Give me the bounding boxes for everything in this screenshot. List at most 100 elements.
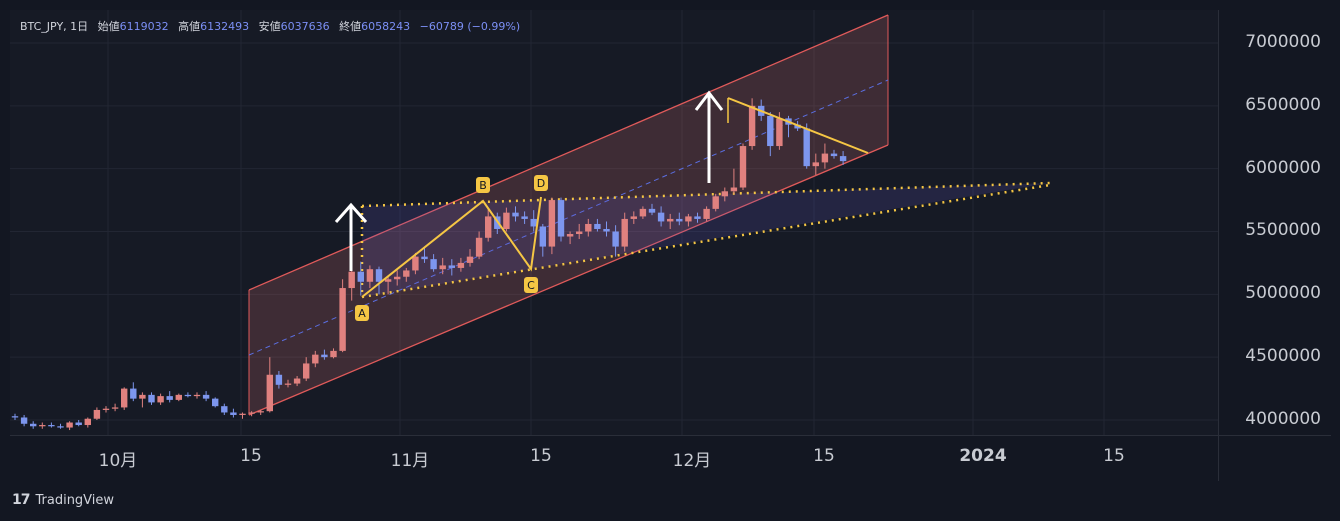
legend-symbol[interactable]: BTC_JPY, 1日 [20,20,89,33]
candle-body [284,383,292,385]
candle-body [11,416,19,418]
tradingview-brand: TradingView [35,492,115,508]
time-tick: 15 [1103,446,1125,466]
candle-body [667,218,674,222]
candle-body [721,191,728,197]
price-axis[interactable]: 7000000 6500000 6000000 5500000 5000000 … [1218,10,1331,435]
candle-body [839,156,847,162]
legend-open: 6119032 [119,20,169,33]
pattern-point-b-badge [476,177,490,193]
tradingview-attribution[interactable]: 17 TradingView [12,492,114,508]
candle-body [375,269,383,282]
candle-body [403,270,410,277]
legend-low-label: 安値 [258,20,281,33]
price-tick: 5000000 [1245,283,1321,303]
time-tick: 11月 [390,451,430,471]
legend-low: 6037636 [280,20,330,33]
time-tick-year: 2024 [959,446,1007,466]
price-chart[interactable]: A B C D [10,10,1218,435]
price-tick: 7000000 [1245,32,1321,52]
candle-body [357,271,364,282]
candle-body [39,425,46,427]
candle-body [102,408,110,410]
candle-body [221,406,228,413]
candle-body [748,105,756,147]
candle-body [66,422,73,428]
candle-body [503,212,510,229]
candle-body [512,212,519,217]
candle-body [202,394,210,399]
small-triangle-upper [727,97,869,154]
candle-body [685,216,692,222]
candle-body [139,394,146,399]
abcd-pattern-line [361,196,542,298]
candle-body [776,118,783,147]
legend-close-label: 終値 [339,20,362,33]
channel-lower-line [248,144,889,416]
time-tick: 12月 [672,451,712,471]
candle-body [148,394,155,403]
candle-body [111,407,119,409]
pattern-point-a-label: A [358,307,366,320]
candle-body [457,262,465,268]
arrow-up-icon [334,202,368,223]
candle-body [548,200,556,247]
candle-body [48,425,55,427]
candle-body [448,265,455,268]
candle-body [830,153,838,157]
candle-body [630,216,637,219]
pattern-point-d-label: D [537,177,545,190]
pattern-point-b-label: B [479,179,487,192]
candle-body [230,412,237,415]
channel-upper-line [248,14,889,291]
candle-body [648,208,656,213]
candle-body [293,378,301,384]
time-tick: 10月 [98,451,138,471]
price-tick: 6000000 [1245,158,1321,178]
candle-body [712,196,719,209]
candle-body [93,409,101,419]
candle-body [594,223,601,229]
pattern-point-c-badge [524,277,538,293]
candle-body [121,388,128,408]
candle-body [639,208,647,217]
candle-body [566,234,574,237]
candle-body [20,417,28,424]
candle-body [366,269,374,282]
candle-body [248,412,255,414]
candle-body [348,271,355,289]
candle-body [84,418,91,426]
candle-body [612,231,619,247]
time-axis[interactable]: 10月 15 11月 15 12月 15 2024 15 [10,435,1218,481]
candle-body [321,354,328,358]
candle-body [812,162,819,167]
tradingview-logo-icon: 17 [12,492,31,508]
pattern-point-a-badge [355,305,369,321]
candle-body [175,394,182,400]
candle-body [803,128,810,167]
price-tick: 5500000 [1245,220,1321,240]
candle-body [30,423,37,427]
candle-body [703,208,710,219]
axis-corner [1218,435,1331,481]
legend-high: 6132493 [200,20,250,33]
time-tick: 15 [813,446,835,466]
candle-body [239,413,246,415]
candle-body [466,256,474,263]
candle-body [421,256,428,260]
candle-body [330,350,337,358]
chart-area[interactable]: A B C D [10,10,1218,435]
candle-body [303,363,310,379]
candle-body [439,265,446,270]
candle-body [694,216,701,219]
candle-body [485,216,492,238]
candle-body [193,394,201,397]
legend-open-label: 始値 [97,20,120,33]
candle-body [275,374,283,385]
time-tick: 15 [530,446,552,466]
price-tick: 4000000 [1245,409,1321,429]
candle-body [266,374,273,412]
candle-body [521,216,528,219]
legend-high-label: 高値 [178,20,201,33]
candle-body [212,398,219,407]
